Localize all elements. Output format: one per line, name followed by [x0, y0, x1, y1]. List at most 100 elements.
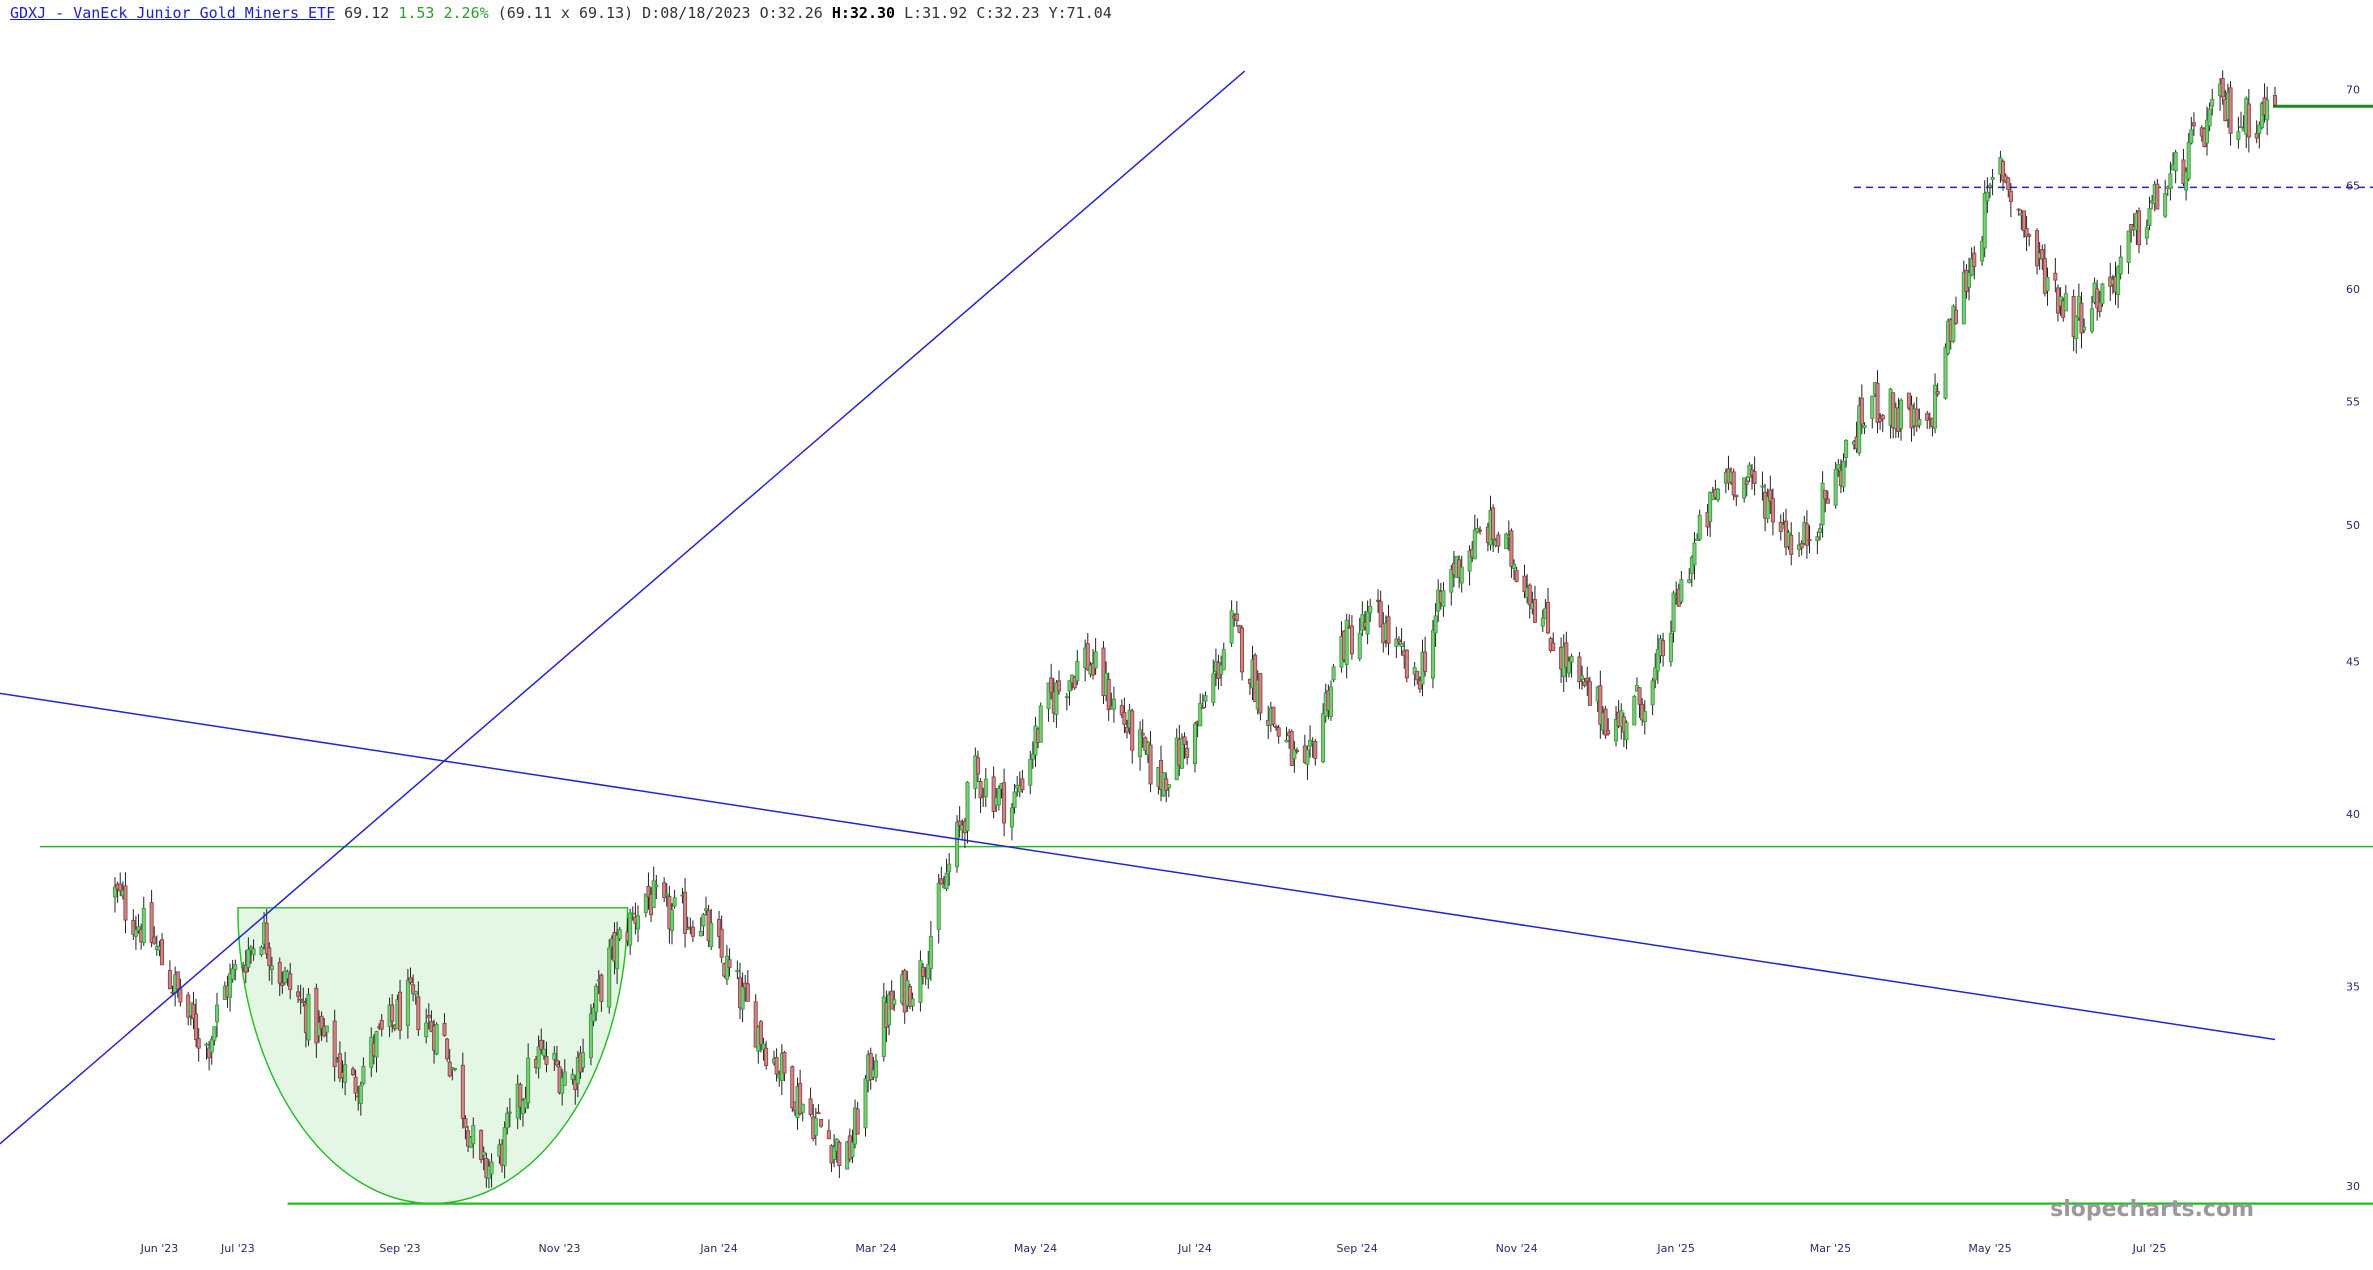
candle: [2006, 177, 2011, 198]
close-value: 32.23: [994, 4, 1040, 22]
horizontal-lines-layer: [40, 104, 2373, 1205]
candle-body: [1914, 408, 1919, 427]
candle: [2027, 233, 2032, 247]
candle-body: [1496, 534, 1501, 547]
candle-body: [2186, 141, 2191, 180]
candle: [113, 877, 118, 913]
candle: [2173, 149, 2178, 184]
candle: [957, 806, 962, 838]
candle-body: [907, 986, 912, 1007]
candle: [863, 1075, 868, 1137]
candle: [1396, 636, 1401, 646]
candle-body: [1179, 737, 1184, 769]
candle-body: [175, 971, 180, 990]
candle-body: [2254, 132, 2259, 139]
candle: [1368, 598, 1373, 623]
candle: [1166, 784, 1171, 798]
y-tick-label: 55: [2346, 396, 2360, 409]
candle-body: [1054, 682, 1059, 715]
candle-body: [390, 1004, 395, 1022]
candle: [581, 1038, 586, 1073]
candle: [1386, 604, 1391, 656]
candle-body: [442, 1022, 447, 1036]
candle: [2228, 81, 2233, 146]
candle-body: [1305, 749, 1310, 765]
candle-body: [1582, 681, 1587, 686]
candle: [1240, 625, 1245, 681]
candle: [1328, 680, 1333, 721]
candle: [1598, 670, 1603, 739]
candle-body: [599, 974, 604, 1002]
candle: [471, 1117, 476, 1159]
candle: [152, 926, 157, 945]
candle: [1504, 532, 1509, 550]
candle-body: [1580, 675, 1585, 680]
candle: [2126, 230, 2131, 274]
candle-body: [782, 1052, 787, 1074]
candle-body: [2155, 183, 2160, 210]
candle-body: [1067, 680, 1072, 692]
candle: [1744, 476, 1749, 497]
trendlines-layer: [0, 70, 2276, 1145]
candle-body: [204, 1043, 209, 1046]
candle: [1815, 531, 1820, 555]
candle: [816, 1104, 821, 1115]
candle: [685, 916, 690, 930]
candle-body: [2063, 293, 2068, 312]
candle: [167, 960, 172, 990]
candle-body: [2220, 77, 2225, 98]
candle-body: [434, 1024, 439, 1055]
candle-body: [1527, 584, 1532, 606]
candle-body: [259, 946, 264, 955]
candle-body: [353, 1076, 358, 1094]
candle-body: [2008, 190, 2013, 202]
candle-body: [350, 1068, 355, 1076]
high-value: 32.30: [849, 4, 896, 22]
candle: [2163, 179, 2168, 218]
candle-body: [761, 1043, 766, 1050]
candle-body: [850, 1142, 855, 1158]
candle: [434, 1022, 439, 1056]
candle-body: [1020, 778, 1025, 791]
candle-body: [1768, 489, 1773, 502]
candle-body: [955, 821, 960, 868]
candle: [643, 893, 648, 918]
candle-body: [405, 979, 410, 1027]
candle-body: [588, 1013, 593, 1059]
candle-body: [2236, 131, 2241, 140]
candle-body: [1906, 392, 1911, 409]
candle: [1185, 740, 1190, 765]
candle-body: [662, 882, 667, 898]
candle: [1472, 514, 1477, 560]
candle-body: [669, 909, 674, 931]
candle-body: [471, 1125, 476, 1145]
candle: [1825, 490, 1830, 504]
chart-header: GDXJ - VanEck Junior Gold Miners ETF 69.…: [10, 4, 1112, 22]
candle: [1878, 413, 1883, 430]
candle-body: [398, 991, 403, 1031]
candle-body: [539, 1039, 544, 1050]
candle: [1546, 587, 1551, 635]
candle: [1221, 642, 1226, 671]
candle: [1182, 732, 1187, 759]
candle: [1376, 589, 1381, 613]
candle-body: [1982, 193, 1987, 249]
candle: [214, 992, 219, 1038]
candle-body: [1844, 440, 1849, 458]
candle-body: [209, 1039, 214, 1053]
candle-body: [1211, 673, 1216, 703]
candle: [1046, 682, 1051, 722]
candle: [709, 908, 714, 951]
candle-body: [214, 1004, 219, 1023]
candle: [1459, 555, 1464, 593]
candle-body: [230, 968, 235, 980]
candle-body: [685, 927, 690, 930]
candle-body: [1655, 648, 1660, 672]
candle-body: [1689, 557, 1694, 574]
candle: [361, 1057, 366, 1086]
candle-body: [1423, 651, 1428, 672]
symbol-link[interactable]: GDXJ - VanEck Junior Gold Miners ETF: [10, 4, 336, 22]
candle: [2001, 159, 2006, 191]
candle-body: [735, 970, 740, 973]
